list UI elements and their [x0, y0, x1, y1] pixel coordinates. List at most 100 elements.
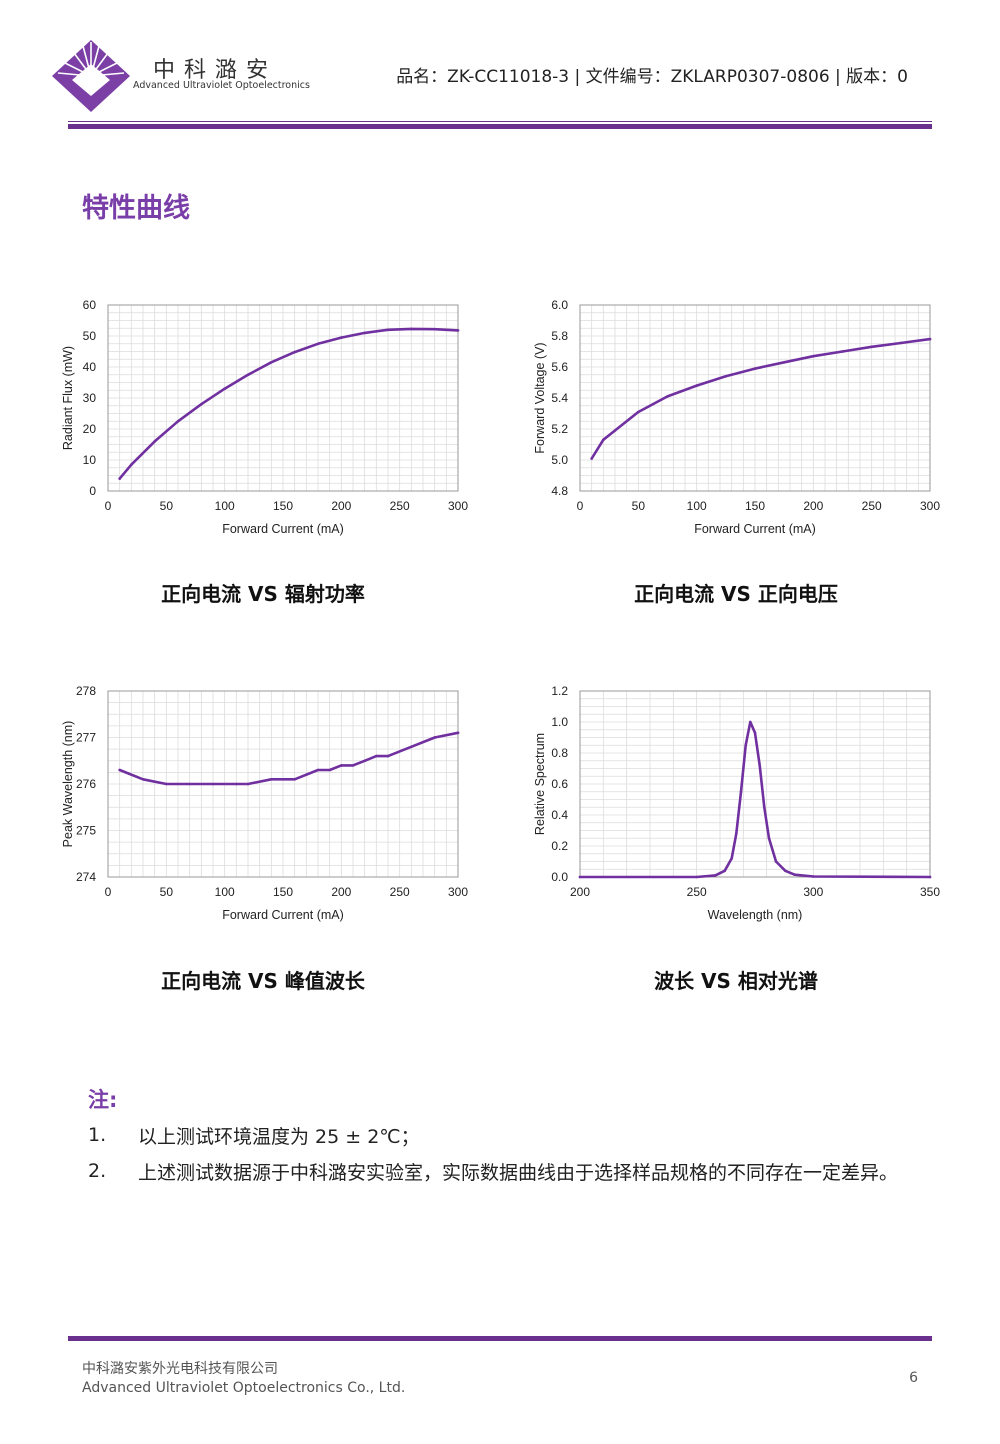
- y-tick-label: 0.6: [551, 777, 568, 791]
- plot-frame: [579, 690, 931, 878]
- data-point: [211, 782, 215, 786]
- y-axis-label: Relative Spectrum: [533, 733, 547, 835]
- x-tick-label: 300: [448, 885, 468, 899]
- y-tick-label: 40: [83, 360, 97, 374]
- y-axis-label: Radiant Flux (mW): [61, 346, 75, 450]
- data-point: [410, 327, 413, 331]
- x-tick-label: 150: [273, 885, 293, 899]
- x-tick-label: 350: [920, 885, 940, 899]
- logo-cn-name: 中科潞安: [153, 58, 278, 83]
- data-point: [739, 790, 743, 794]
- x-axis-label: Forward Current (mA): [222, 908, 344, 922]
- data-point: [899, 341, 903, 345]
- data-point: [613, 429, 617, 432]
- data-point: [235, 782, 238, 786]
- data-point: [730, 857, 733, 860]
- x-tick-label: 0: [577, 499, 584, 513]
- y-tick-label: 0: [89, 484, 96, 498]
- data-point: [223, 387, 226, 390]
- data-point: [363, 759, 367, 763]
- data-point: [340, 764, 343, 767]
- y-tick-label: 5.8: [551, 329, 568, 343]
- y-tick-label: 5.6: [551, 360, 568, 374]
- x-tick-label: 50: [632, 499, 646, 513]
- y-tick-label: 10: [83, 453, 97, 467]
- note-text: 上述测试数据源于中科潞安实验室，实际数据曲线由于选择样品规格的不同存在一定差异。: [138, 1162, 899, 1184]
- data-point: [784, 869, 787, 873]
- note-text: 以上测试环境温度为 25 ± 2℃；: [138, 1126, 420, 1148]
- x-tick-label: 100: [215, 885, 235, 899]
- chart-flux-vs-current: 0 50 100 150 200 250 300 0 10 20 30 40 50 60 Forward C…: [58, 290, 478, 550]
- data-point: [723, 869, 726, 873]
- data-point: [774, 860, 778, 863]
- x-tick-label: 0: [105, 499, 112, 513]
- series-line: [118, 327, 460, 480]
- data-point: [340, 336, 343, 339]
- y-tick-label: 6.0: [551, 298, 568, 312]
- header-divider-thick: [68, 124, 932, 129]
- data-point: [666, 395, 669, 398]
- data-point: [270, 778, 273, 781]
- data-point: [293, 350, 296, 354]
- data-point: [812, 354, 815, 358]
- x-tick-label: 50: [160, 885, 174, 899]
- document-info: 品名：ZK-CC11018-3 | 文件编号：ZKLARP0307-0806 |…: [396, 67, 908, 87]
- x-tick-label: 50: [160, 499, 174, 513]
- series-line: [118, 731, 460, 786]
- x-tick-label: 300: [448, 499, 468, 513]
- x-tick-label: 250: [687, 885, 707, 899]
- x-axis-label: Forward Current (mA): [694, 522, 816, 536]
- chart-caption-spectrum: 波长 VS 相对光谱: [654, 969, 818, 993]
- data-point: [602, 438, 605, 442]
- data-point: [130, 463, 133, 466]
- x-tick-label: 150: [273, 499, 293, 513]
- chart-svg: 0 50 100 150 200 250 300 0 10 20 30 40 50 60 Forward C…: [61, 298, 468, 536]
- x-axis-label: Wavelength (nm): [708, 908, 803, 922]
- x-tick-label: 150: [745, 499, 765, 513]
- data-point: [293, 778, 296, 781]
- x-tick-label: 100: [215, 499, 235, 513]
- data-point: [270, 361, 273, 364]
- y-tick-label: 0.2: [551, 839, 568, 853]
- data-point: [386, 754, 390, 758]
- x-tick-label: 200: [331, 499, 351, 513]
- x-tick-label: 250: [390, 499, 410, 513]
- chart-wavelength-vs-current: 0 50 100 150 200 250 300 274 275 276 277 278 Forward…: [58, 676, 478, 936]
- data-point: [456, 731, 460, 735]
- y-tick-label: 278: [76, 684, 96, 698]
- data-point: [200, 402, 203, 406]
- data-point: [188, 782, 191, 786]
- y-tick-label: 277: [76, 731, 96, 745]
- y-tick-label: 5.0: [551, 453, 568, 467]
- data-point: [753, 367, 757, 370]
- y-axis-label: Forward Voltage (V): [533, 342, 547, 453]
- y-tick-label: 276: [76, 777, 96, 791]
- x-tick-label: 300: [803, 885, 823, 899]
- data-point: [351, 764, 355, 767]
- y-tick-label: 274: [76, 870, 96, 884]
- plot-frame: [579, 304, 931, 492]
- note-number: 2.: [88, 1160, 107, 1182]
- x-tick-label: 200: [331, 885, 351, 899]
- data-point: [841, 350, 844, 353]
- x-tick-label: 200: [570, 885, 590, 899]
- footer-company-en: Advanced Ultraviolet Optoelectronics Co.…: [82, 1380, 406, 1396]
- plot-frame: [107, 304, 459, 492]
- footer-company-cn: 中科潞安紫外光电科技有限公司: [82, 1361, 278, 1377]
- y-tick-label: 50: [83, 329, 97, 343]
- y-tick-label: 5.4: [551, 391, 568, 405]
- chart-caption-wavelength: 正向电流 VS 峰值波长: [161, 969, 365, 993]
- data-point: [744, 744, 747, 747]
- data-point: [176, 420, 180, 423]
- data-point: [375, 754, 378, 758]
- x-tick-label: 0: [105, 885, 112, 899]
- y-axis-label: Peak Wavelength (nm): [61, 721, 75, 848]
- y-tick-label: 20: [83, 422, 97, 436]
- chart-caption-flux: 正向电流 VS 辐射功率: [161, 582, 365, 606]
- x-tick-label: 300: [920, 499, 940, 513]
- data-point: [118, 768, 121, 772]
- plot-frame: [107, 690, 459, 878]
- data-point: [456, 329, 460, 332]
- header-divider-thin: [68, 121, 932, 122]
- data-point: [578, 875, 582, 879]
